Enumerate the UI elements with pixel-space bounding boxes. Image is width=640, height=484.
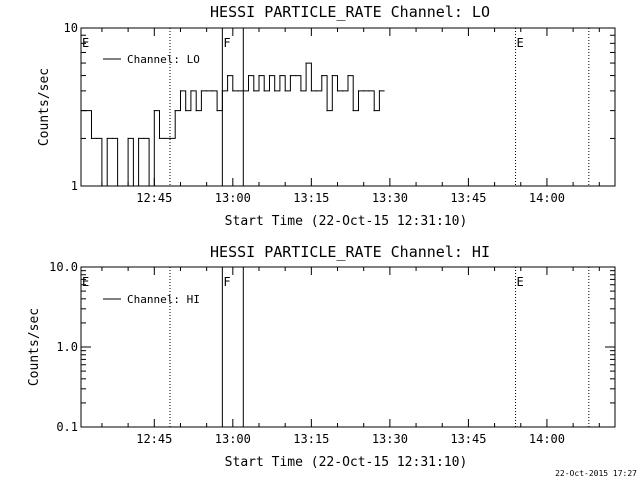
x-tick-label: 13:30 (372, 191, 408, 205)
panel-hi: HESSI PARTICLE_RATE Channel: HI 12:45 13:… (27, 243, 616, 470)
data-point (310, 90, 312, 92)
data-point (347, 74, 349, 77)
data-point (232, 90, 234, 92)
data-point (300, 90, 302, 92)
series-line (81, 62, 385, 187)
data-point (336, 90, 339, 92)
data-point (174, 110, 176, 112)
data-point (315, 90, 318, 92)
data-point (158, 137, 161, 140)
data-point (164, 137, 166, 140)
data-point (253, 90, 255, 92)
data-point (305, 62, 307, 64)
data-point (190, 90, 192, 92)
data-point (143, 137, 145, 140)
data-point (289, 74, 292, 77)
data-point (226, 74, 229, 77)
data-point (132, 185, 134, 187)
x-tick-label: 13:00 (215, 432, 251, 446)
x-tick-label: 14:00 (529, 432, 565, 446)
data-point (258, 74, 260, 77)
data-point (331, 74, 333, 77)
data-point (352, 110, 354, 112)
legend-label: Channel: LO (127, 53, 200, 66)
y-axis-label: Counts/sec (37, 68, 52, 146)
data-point (206, 90, 208, 92)
data-point (153, 110, 155, 112)
y-tick-label: 1 (71, 179, 78, 193)
data-point (169, 137, 171, 140)
data-point (122, 185, 124, 187)
x-tick-label: 13:45 (450, 191, 486, 205)
chart-title: HESSI PARTICLE_RATE Channel: HI (210, 243, 490, 261)
event-marker-label: E (82, 275, 89, 289)
data-point (216, 110, 218, 112)
x-tick-label: 13:15 (293, 191, 329, 205)
data-point (137, 137, 140, 140)
data-point (200, 90, 203, 92)
data-point (242, 90, 244, 92)
data-point (263, 90, 265, 92)
data-point (221, 90, 223, 92)
data-point (96, 137, 98, 140)
data-point (378, 90, 381, 92)
x-tick-label: 13:30 (372, 432, 408, 446)
data-point (295, 74, 297, 77)
x-tick-label: 12:45 (136, 432, 172, 446)
data-point (268, 74, 271, 77)
y-axis-label: Counts/sec (27, 308, 42, 386)
data-point (373, 110, 375, 112)
plot-frame (80, 27, 616, 187)
event-marker-label: E (517, 275, 524, 289)
x-tick-label: 13:45 (450, 432, 486, 446)
x-tick-label: 14:00 (529, 191, 565, 205)
y-tick-label: 1.0 (56, 340, 78, 354)
data-point (321, 74, 323, 77)
data-point (185, 110, 187, 112)
y-tick-label: 0.1 (56, 420, 78, 434)
data-point (117, 185, 119, 187)
event-marker-label: E (517, 36, 524, 50)
data-point (363, 90, 365, 92)
y-tick-label: 10 (64, 21, 78, 35)
footer-timestamp: 22-Oct-2015 17:27 (555, 469, 637, 478)
y-tick-label: 10.0 (49, 260, 78, 274)
x-axis-label: Start Time (22-Oct-15 12:31:10) (225, 455, 468, 470)
x-tick-label: 13:00 (215, 191, 251, 205)
legend-label: Channel: HI (127, 293, 200, 306)
data-point (179, 90, 182, 92)
event-marker-label: E (82, 36, 89, 50)
chart-title: HESSI PARTICLE_RATE Channel: LO (210, 3, 490, 21)
data-point (85, 110, 87, 112)
data-point (342, 90, 344, 92)
data-point (237, 90, 239, 92)
data-point (247, 74, 250, 77)
data-point (80, 110, 82, 112)
data-point (326, 110, 328, 112)
data-point (101, 185, 103, 187)
data-point (284, 90, 286, 92)
data-point (111, 137, 114, 140)
data-point (211, 90, 213, 92)
data-point (148, 185, 150, 187)
data-point (368, 90, 370, 92)
data-point (90, 137, 93, 140)
x-tick-label: 12:45 (136, 191, 172, 205)
event-marker-label: F (223, 36, 230, 50)
data-point (127, 137, 129, 140)
data-point (106, 137, 108, 140)
panel-lo: HESSI PARTICLE_RATE Channel: LO 12:45 13:… (37, 3, 616, 229)
data-point (357, 90, 360, 92)
data-point (274, 90, 276, 92)
data-point (279, 74, 281, 77)
x-axis-label: Start Time (22-Oct-15 12:31:10) (225, 214, 468, 229)
x-tick-label: 13:15 (293, 432, 329, 446)
data-point (195, 110, 197, 112)
event-marker-label: F (223, 275, 230, 289)
